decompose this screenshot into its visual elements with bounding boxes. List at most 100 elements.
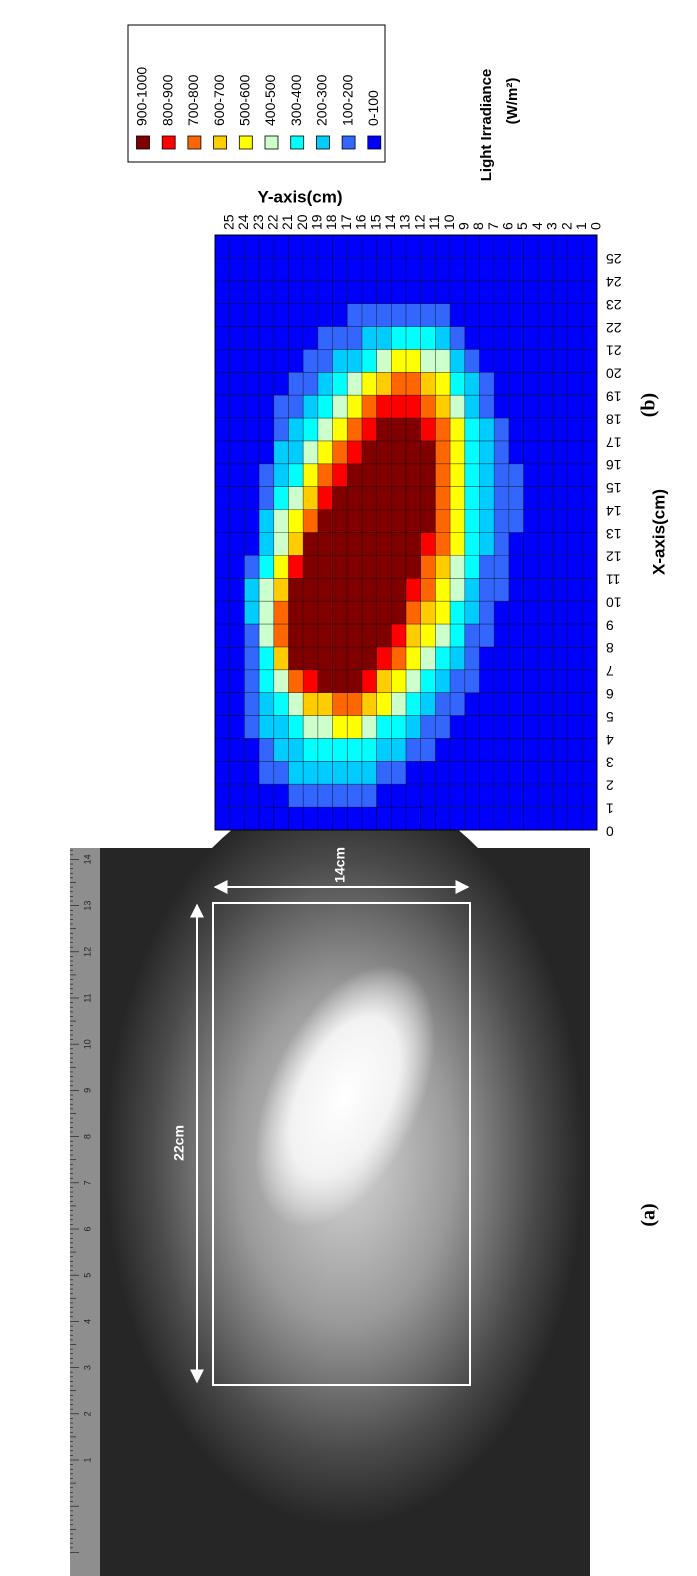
heat-cell (303, 349, 318, 372)
heat-cell (288, 441, 303, 464)
x-tick-label: 8 (606, 640, 614, 656)
y-tick-label: 25 (220, 214, 236, 230)
heat-cell (347, 395, 362, 418)
heat-cell (421, 601, 436, 624)
heat-cell (244, 395, 259, 418)
panel-label: (a) (638, 1203, 660, 1226)
heat-cell (303, 258, 318, 281)
heat-cell (259, 716, 274, 739)
heat-cell (318, 533, 333, 556)
heat-cell (230, 693, 245, 716)
heat-cell (347, 487, 362, 510)
heat-cell (406, 533, 421, 556)
heat-cell (215, 578, 230, 601)
heat-cell (538, 578, 553, 601)
legend-label: 900-1000 (134, 67, 150, 126)
heat-cell (465, 578, 480, 601)
heat-cell (582, 693, 597, 716)
heat-cell (377, 784, 392, 807)
heat-cell (259, 624, 274, 647)
heat-cell (494, 395, 509, 418)
heat-cell (362, 441, 377, 464)
heat-cell (391, 418, 406, 441)
heat-cell (230, 761, 245, 784)
ruler-label: 11 (82, 993, 92, 1002)
heat-cell (582, 349, 597, 372)
heat-cell (318, 578, 333, 601)
y-tick-label: 0 (588, 222, 604, 230)
heat-cell (568, 327, 583, 350)
heat-cell (274, 693, 289, 716)
heat-cell (406, 395, 421, 418)
y-tick-label: 8 (470, 222, 486, 230)
heat-cell (347, 327, 362, 350)
heat-cell (259, 418, 274, 441)
heat-cell (479, 738, 494, 761)
heat-cell (377, 601, 392, 624)
heat-cell (362, 578, 377, 601)
heat-cell (494, 784, 509, 807)
heat-cell (230, 418, 245, 441)
heat-cell (465, 487, 480, 510)
heat-cell (362, 716, 377, 739)
heat-cell (479, 578, 494, 601)
heat-cell (435, 624, 450, 647)
heat-cell (259, 464, 274, 487)
heat-cell (288, 647, 303, 670)
heat-cell (333, 601, 348, 624)
heat-cell (288, 784, 303, 807)
legend-title: Light Irradiance (478, 69, 495, 182)
heat-cell (333, 395, 348, 418)
heat-cell (494, 533, 509, 556)
heat-cell (509, 670, 524, 693)
heat-cell (244, 372, 259, 395)
heat-cell (259, 395, 274, 418)
heat-cell (421, 533, 436, 556)
heat-cell (479, 533, 494, 556)
heat-cell (215, 555, 230, 578)
heat-cell (244, 281, 259, 304)
heat-cell (509, 807, 524, 830)
heat-cell (362, 464, 377, 487)
heat-cell (318, 624, 333, 647)
heat-cell (509, 716, 524, 739)
heat-cell (538, 761, 553, 784)
heat-cell (568, 784, 583, 807)
heat-cell (524, 761, 539, 784)
heat-cell (494, 738, 509, 761)
heat-cell (318, 258, 333, 281)
heat-cell (303, 624, 318, 647)
heat-cell (450, 716, 465, 739)
heat-cell (568, 716, 583, 739)
heat-cell (362, 281, 377, 304)
heat-cell (538, 441, 553, 464)
heat-cell (244, 578, 259, 601)
heat-cell (538, 327, 553, 350)
heat-cell (347, 258, 362, 281)
heat-cell (347, 418, 362, 441)
heat-cell (435, 327, 450, 350)
heat-cell (333, 555, 348, 578)
heat-cell (318, 281, 333, 304)
heat-cell (274, 601, 289, 624)
heat-cell (494, 624, 509, 647)
heat-cell (524, 624, 539, 647)
heat-cell (347, 441, 362, 464)
heat-cell (230, 464, 245, 487)
y-tick-label: 5 (514, 222, 530, 230)
heat-cell (406, 761, 421, 784)
heat-cell (377, 418, 392, 441)
heat-cell (406, 235, 421, 258)
heat-cell (244, 349, 259, 372)
heat-cell (509, 258, 524, 281)
heat-cell (465, 510, 480, 533)
heat-cell (406, 578, 421, 601)
heat-cell (303, 395, 318, 418)
x-axis-title: X-axis(cm) (649, 489, 668, 575)
heat-cell (215, 349, 230, 372)
heat-cell (406, 738, 421, 761)
heat-cell (494, 716, 509, 739)
heat-cell (494, 441, 509, 464)
heat-cell (274, 510, 289, 533)
